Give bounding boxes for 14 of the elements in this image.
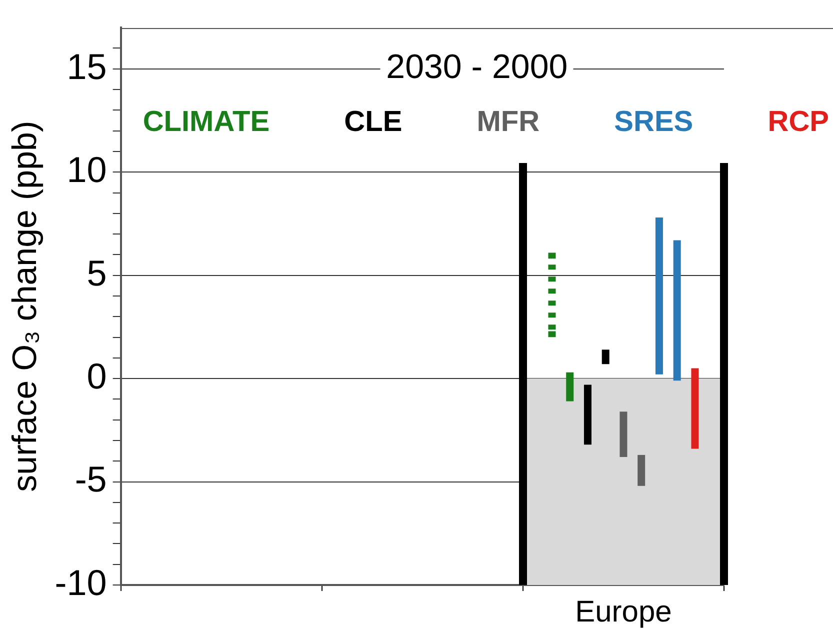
text: CLIMATE	[142, 106, 270, 139]
text: RCP	[768, 106, 829, 139]
y-tick-label: 0	[86, 355, 107, 396]
y-tick-label: -10	[54, 562, 107, 603]
y-tick-label: 15	[66, 46, 107, 87]
y-tick-label: 10	[66, 149, 107, 190]
text: MFR	[476, 106, 540, 139]
text: CLE	[344, 106, 402, 139]
text: SRES	[614, 106, 694, 139]
y-axis-title: surface O₃ change (ppb)	[6, 120, 44, 492]
y-tick-label: -5	[74, 458, 107, 500]
y-tick-label: 5	[86, 252, 107, 294]
text: 2030 - 2000	[380, 48, 574, 87]
x-tick-label: Europe	[575, 595, 672, 628]
